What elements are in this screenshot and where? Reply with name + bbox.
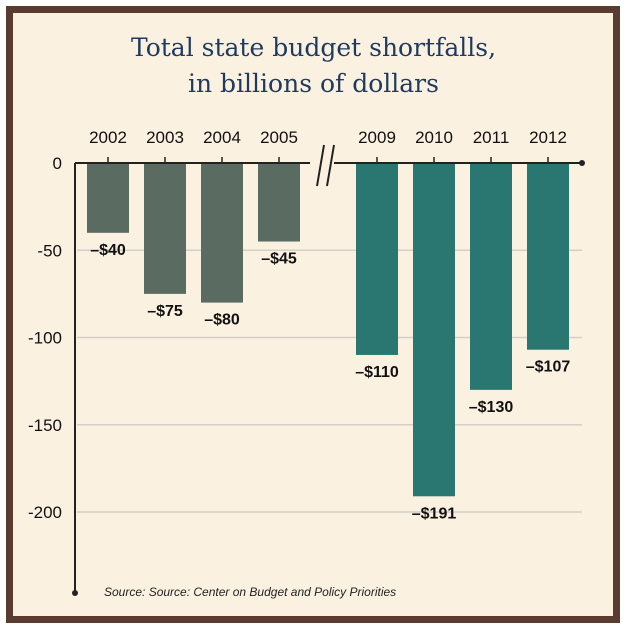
x-tick-label: 2004 (203, 128, 241, 147)
bar-2004 (201, 163, 243, 303)
y-tick-label: 0 (53, 154, 62, 173)
title-line-2: in billions of dollars (188, 69, 439, 98)
bar-2002 (87, 163, 129, 233)
y-tick-label: -200 (28, 503, 62, 522)
x-tick-label: 2003 (146, 128, 184, 147)
axis-break-mark (326, 144, 335, 187)
x-tick-label: 2011 (473, 128, 510, 147)
x-tick-label: 2005 (260, 128, 298, 147)
x-tick-label: 2009 (358, 128, 396, 147)
x-tick-label: 2012 (529, 128, 567, 147)
y-tick-label: -100 (28, 329, 62, 348)
bar-2003 (144, 163, 186, 294)
chart-frame (6, 6, 620, 623)
bar-2010 (413, 163, 455, 497)
bar-2009 (356, 163, 398, 355)
x-tick-label: 2010 (415, 128, 453, 147)
data-label: –$80 (204, 312, 240, 329)
chart-title: Total state budget shortfalls, in billio… (0, 30, 627, 102)
y-axis-end-dot (72, 590, 78, 596)
x-axis-end-dot (579, 160, 585, 166)
bar-2011 (470, 163, 512, 390)
bar-2012 (527, 163, 569, 350)
data-label: –$75 (147, 303, 183, 320)
source-note: Source: Source: Center on Budget and Pol… (104, 585, 396, 599)
y-tick-label: -50 (37, 241, 62, 260)
data-label: –$40 (90, 242, 126, 259)
axis-break-mark (316, 144, 325, 187)
data-label: –$45 (261, 251, 297, 268)
bar-2005 (258, 163, 300, 242)
y-tick-label: -150 (28, 416, 62, 435)
data-label: –$107 (526, 359, 571, 376)
data-label: –$191 (412, 505, 457, 522)
data-label: –$110 (355, 364, 399, 381)
data-label: –$130 (469, 399, 514, 416)
title-line-1: Total state budget shortfalls, (130, 33, 497, 62)
x-tick-label: 2002 (89, 128, 127, 147)
